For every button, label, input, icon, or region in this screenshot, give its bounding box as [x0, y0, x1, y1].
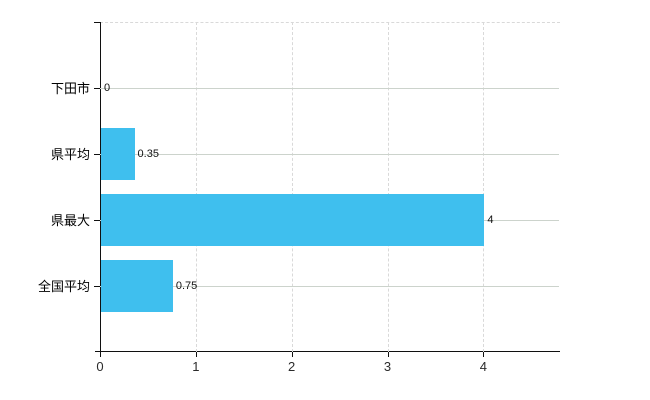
gridline-vertical: [291, 22, 293, 352]
gridline-horizontal: [100, 154, 559, 155]
x-axis-tick-label: 0: [96, 359, 104, 374]
value-label: 0.35: [137, 147, 159, 160]
plot-top-border: [100, 22, 560, 23]
x-axis-tick-label: 2: [288, 359, 296, 374]
value-label: 0: [104, 81, 111, 94]
y-axis-tick: [94, 286, 100, 287]
x-axis-tick-label: 4: [479, 359, 487, 374]
category-label: 全国平均: [37, 279, 90, 295]
gridline-horizontal: [100, 88, 559, 89]
bar: [101, 194, 485, 246]
x-axis-tick: [483, 352, 485, 357]
y-axis-end-tick: [94, 22, 100, 23]
x-axis-tick: [100, 352, 101, 357]
bar: [101, 128, 135, 180]
gridline-vertical: [387, 22, 389, 352]
value-label: 0.75: [175, 279, 198, 292]
x-axis-tick: [195, 352, 197, 357]
plot-area: 0 1 2 3 4 下田市 0 県平均 0.35 県最大 4 全国平均 0.75: [38, 22, 560, 374]
x-axis-line: [95, 351, 560, 352]
gridline-vertical: [195, 22, 197, 352]
value-label: 4: [487, 213, 494, 226]
x-axis-tick-label: 3: [383, 359, 392, 374]
gridline-horizontal: [100, 286, 559, 287]
x-axis-tick: [291, 352, 293, 357]
y-axis-tick: [94, 220, 100, 221]
x-axis-tick: [387, 352, 389, 357]
category-label: 下田市: [50, 81, 90, 97]
category-label: 県最大: [50, 213, 90, 229]
y-axis-line: [100, 22, 101, 352]
category-label: 県平均: [50, 147, 90, 163]
bar: [101, 260, 173, 312]
y-axis-tick: [94, 154, 100, 155]
gridline-vertical: [483, 22, 485, 352]
y-axis-tick: [94, 88, 100, 89]
x-axis-tick-label: 1: [192, 359, 200, 374]
